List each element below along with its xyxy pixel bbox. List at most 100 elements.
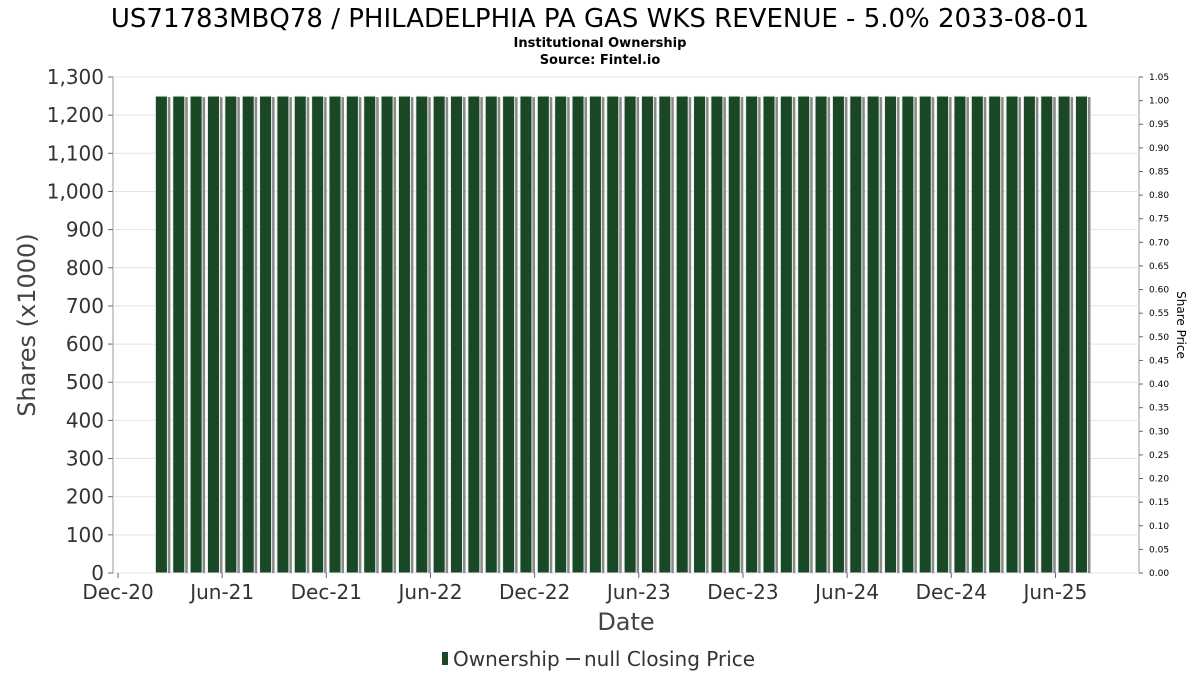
bar bbox=[241, 95, 258, 574]
bar bbox=[762, 95, 778, 574]
bar-fill bbox=[172, 95, 186, 574]
bar-fill bbox=[901, 95, 915, 574]
bar bbox=[779, 95, 796, 574]
y2-tick-label: 0.85 bbox=[1149, 167, 1169, 177]
y-axis-left: 0 100 200 300 400 500 600 700 800 900 1,000 1,100 1,… bbox=[47, 65, 113, 585]
y-tick-label: 1,200 bbox=[47, 103, 104, 127]
bar bbox=[519, 95, 535, 574]
y2-tick-label: 0.20 bbox=[1149, 475, 1169, 485]
bar-fill bbox=[779, 95, 793, 574]
bar-fill bbox=[849, 95, 863, 574]
x-tick-label: Jun-25 bbox=[1021, 580, 1087, 604]
bar bbox=[415, 95, 431, 574]
bar bbox=[710, 95, 726, 574]
x-tick-label: Jun-23 bbox=[605, 580, 671, 604]
bar bbox=[884, 95, 900, 574]
y2-tick-label: 0.35 bbox=[1149, 404, 1169, 414]
y-tick-label: 1,300 bbox=[47, 65, 104, 89]
y2-tick-label: 0.45 bbox=[1149, 356, 1169, 366]
bar-fill bbox=[588, 95, 602, 574]
y-axis-right: 0.00 0.05 0.10 0.15 0.20 0.25 0.30 0.35 0.40 0.45… bbox=[1139, 73, 1169, 579]
x-tick-label: Jun-24 bbox=[813, 580, 879, 604]
bar-fill bbox=[554, 95, 568, 574]
bar-fill bbox=[519, 95, 533, 574]
x-tick-label: Dec-20 bbox=[82, 580, 153, 604]
bar-fill bbox=[189, 95, 203, 574]
x-tick-label: Jun-22 bbox=[397, 580, 463, 604]
y2-tick-label: 0.60 bbox=[1149, 286, 1169, 296]
bar bbox=[918, 95, 935, 574]
legend-price-label: null Closing Price bbox=[584, 647, 755, 671]
bar-fill bbox=[640, 95, 654, 574]
bar-fill bbox=[866, 95, 880, 574]
bar bbox=[727, 95, 744, 574]
bar bbox=[623, 95, 640, 574]
y2-tick-label: 0.80 bbox=[1149, 191, 1169, 201]
y2-tick-label: 0.95 bbox=[1149, 120, 1169, 130]
bar-fill bbox=[710, 95, 724, 574]
x-tick-label: Dec-21 bbox=[291, 580, 362, 604]
y-tick-label: 1,100 bbox=[47, 141, 104, 165]
bar-fill bbox=[276, 95, 290, 574]
x-axis-title: Date bbox=[597, 608, 654, 636]
bar-fill bbox=[762, 95, 776, 574]
bar-fill bbox=[814, 95, 828, 574]
bar bbox=[224, 95, 240, 574]
y-tick-label: 200 bbox=[66, 485, 104, 509]
y-tick-label: 100 bbox=[66, 523, 104, 547]
bar-fill bbox=[918, 95, 932, 574]
bar bbox=[345, 95, 362, 574]
bar bbox=[1057, 95, 1074, 574]
bar-fill bbox=[675, 95, 689, 574]
bar bbox=[1022, 95, 1039, 574]
bar bbox=[484, 95, 501, 574]
bar-fill bbox=[727, 95, 741, 574]
bar bbox=[866, 95, 883, 574]
bar bbox=[536, 95, 553, 574]
y-tick-label: 400 bbox=[66, 408, 104, 432]
y2-tick-label: 0.65 bbox=[1149, 262, 1169, 272]
bar-fill bbox=[311, 95, 325, 574]
bar-fill bbox=[432, 95, 446, 574]
bar bbox=[745, 95, 761, 574]
bar-fill bbox=[467, 95, 481, 574]
y2-tick-label: 0.50 bbox=[1149, 333, 1169, 343]
bar bbox=[467, 95, 483, 574]
y2-tick-label: 0.25 bbox=[1149, 451, 1169, 461]
bar-fill bbox=[345, 95, 359, 574]
bar bbox=[432, 95, 449, 574]
bar-fill bbox=[397, 95, 411, 574]
y-tick-label: 800 bbox=[66, 256, 104, 280]
bar bbox=[502, 95, 518, 574]
bar-fill bbox=[693, 95, 707, 574]
bar-fill bbox=[415, 95, 429, 574]
legend-ownership-label: Ownership bbox=[453, 647, 560, 671]
legend-ownership-swatch bbox=[442, 652, 448, 665]
y-tick-label: 0 bbox=[91, 561, 104, 585]
x-tick-label: Dec-24 bbox=[916, 580, 987, 604]
y-tick-label: 600 bbox=[66, 332, 104, 356]
bar bbox=[1005, 95, 1022, 574]
y2-tick-label: 1.05 bbox=[1149, 73, 1169, 83]
bar bbox=[831, 95, 848, 574]
x-axis: Dec-20 Jun-21 Dec-21 Jun-22 Dec-22 Jun-23 Dec-… bbox=[82, 573, 1087, 604]
bar bbox=[293, 95, 310, 574]
bar bbox=[189, 95, 206, 574]
bar bbox=[797, 95, 813, 574]
chart-title: US71783MBQ78 / PHILADELPHIA PA GAS WKS R… bbox=[111, 4, 1089, 34]
y2-tick-label: 1.00 bbox=[1149, 97, 1169, 107]
bar-fill bbox=[154, 95, 168, 574]
bar bbox=[606, 95, 622, 574]
bar-fill bbox=[623, 95, 637, 574]
bar-series bbox=[154, 95, 1091, 574]
y2-tick-label: 0.75 bbox=[1149, 215, 1169, 225]
bar-fill bbox=[224, 95, 238, 574]
bar-fill bbox=[1022, 95, 1036, 574]
bar bbox=[988, 95, 1004, 574]
bar bbox=[206, 95, 223, 574]
bar-fill bbox=[259, 95, 273, 574]
y2-tick-label: 0.55 bbox=[1149, 309, 1169, 319]
bar bbox=[640, 95, 657, 574]
bar-fill bbox=[936, 95, 950, 574]
